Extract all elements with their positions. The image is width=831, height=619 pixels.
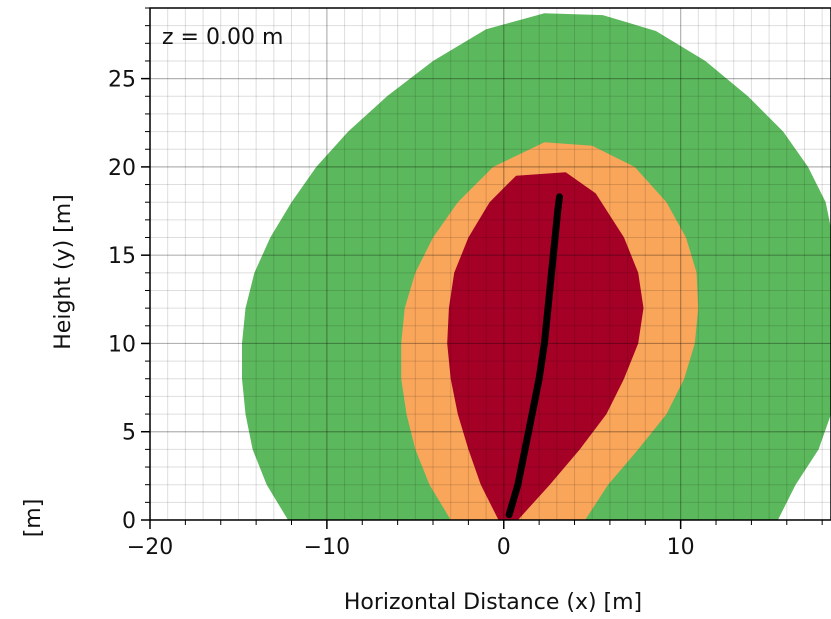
series-layer <box>505 193 563 519</box>
x-tick-label: −20 <box>127 535 173 560</box>
x-tick-label: 0 <box>497 535 511 560</box>
series-line-0 <box>505 193 563 519</box>
x-tick-label: −10 <box>304 535 350 560</box>
grid-layer <box>150 8 831 520</box>
y-axis-title: Height (y) [m] <box>51 194 76 350</box>
y-tick-label: 15 <box>108 244 136 269</box>
y-tick-label: 20 <box>108 156 136 181</box>
y-tick-label: 0 <box>122 509 136 534</box>
x-tick-label: 10 <box>667 535 695 560</box>
y-tick-label: 5 <box>122 421 136 446</box>
ticks-layer: −20 −10 0 10 0 5 10 15 20 25 <box>108 7 823 560</box>
side-unit-label: [m] <box>21 499 46 538</box>
plot-frame <box>149 7 831 521</box>
y-tick-label: 25 <box>108 68 136 93</box>
y-tick-label: 10 <box>108 332 136 357</box>
z-annotation: z = 0.00 m <box>162 25 283 50</box>
x-axis-title: Horizontal Distance (x) [m] <box>344 590 642 615</box>
